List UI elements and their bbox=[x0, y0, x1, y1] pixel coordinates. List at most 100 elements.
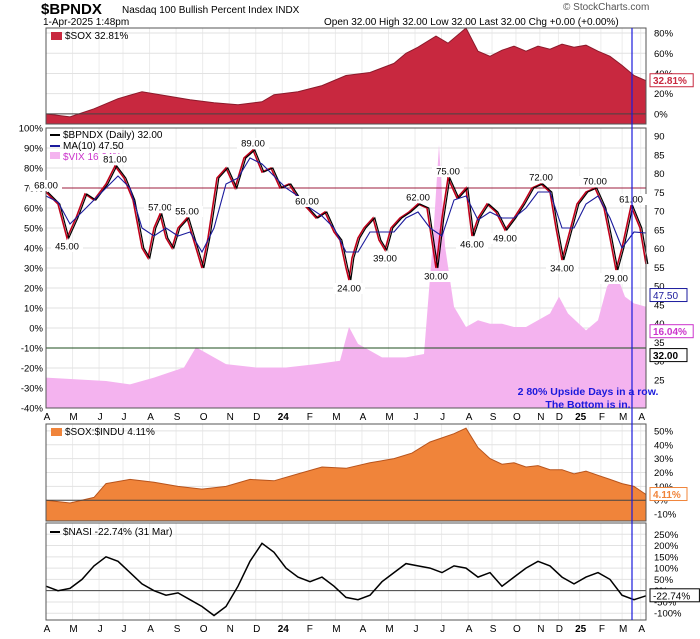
annotation-2: 81.00 bbox=[103, 155, 127, 166]
note-line-2: The Bottom is in. bbox=[545, 399, 630, 411]
nasi-tick-4: 50% bbox=[654, 575, 674, 586]
annotation-bg-3 bbox=[144, 202, 176, 213]
annotation-6: 60.00 bbox=[295, 197, 319, 208]
annotation-bg-17 bbox=[600, 273, 632, 284]
brand-watermark: © StockCharts.com bbox=[563, 2, 650, 13]
annotation-5: 89.00 bbox=[241, 139, 265, 150]
annotation-bg-15 bbox=[546, 263, 578, 274]
ratio-last-label: 4.11% bbox=[653, 490, 681, 501]
sox-legend: $SOX 32.81% bbox=[65, 31, 128, 42]
annotation-bg-10 bbox=[420, 271, 452, 282]
bpndx-last-label-box bbox=[649, 348, 688, 363]
sox-tick-4: 0% bbox=[654, 109, 668, 120]
bpndx-left-tick-6: 40% bbox=[24, 244, 44, 255]
annotation-bg-6 bbox=[291, 196, 323, 207]
xaxis-bottom-label-17: S bbox=[490, 624, 497, 635]
nasi-frame bbox=[45, 522, 647, 621]
xaxis-bottom-label-11: M bbox=[332, 624, 340, 635]
bpndx-left-tick-13: -30% bbox=[21, 384, 44, 395]
bpndx-legend: $BPNDX (Daily) 32.00 bbox=[63, 130, 163, 141]
annotation-bg-18 bbox=[615, 194, 647, 205]
chart-symbol: $BPNDX bbox=[41, 1, 102, 18]
annotation-bg-7 bbox=[333, 283, 365, 294]
ratio-tick-1: 40% bbox=[654, 440, 674, 451]
bpndx-right-tick-0: 90 bbox=[654, 132, 665, 143]
annotation-15: 34.00 bbox=[550, 264, 574, 275]
vix-area bbox=[46, 144, 646, 408]
xaxis-bottom-label-18: O bbox=[513, 624, 521, 635]
bpndx-right-tick-9: 45 bbox=[654, 300, 665, 311]
ma-line bbox=[45, 157, 647, 254]
bpndx-left-tick-2: 80% bbox=[24, 164, 44, 175]
xaxis-top-label-18: O bbox=[513, 412, 521, 423]
sox-tick-1: 60% bbox=[654, 49, 674, 60]
annotation-1: 45.00 bbox=[55, 242, 79, 253]
xaxis-top-label-20: D bbox=[556, 412, 563, 423]
xaxis-bottom-label-16: A bbox=[466, 624, 473, 635]
xaxis-top-label-6: O bbox=[200, 412, 208, 423]
xaxis-top-label-9: 24 bbox=[278, 412, 290, 423]
xaxis-bottom-label-0: A bbox=[44, 624, 51, 635]
bpndx-left-tick-9: 10% bbox=[24, 304, 44, 315]
annotation-8: 39.00 bbox=[373, 254, 397, 265]
ratio-frame bbox=[45, 423, 647, 522]
ratio-area bbox=[45, 427, 647, 522]
nasi-line bbox=[45, 542, 647, 617]
ratio-tick-0: 50% bbox=[654, 426, 674, 437]
nasi-last-label-box bbox=[649, 588, 700, 603]
annotation-11: 75.00 bbox=[436, 167, 460, 178]
nasi-legend: $NASI -22.74% (31 Mar) bbox=[63, 527, 173, 538]
xaxis-top-label-7: N bbox=[227, 412, 234, 423]
nasi-tick-7: -100% bbox=[654, 609, 682, 620]
ratio-tick-6: -10% bbox=[654, 510, 677, 521]
bpndx-left-tick-1: 90% bbox=[24, 144, 44, 155]
xaxis-bottom-label-5: S bbox=[174, 624, 181, 635]
bpndx-right-tick-3: 75 bbox=[654, 188, 665, 199]
nasi-tick-1: 200% bbox=[654, 541, 679, 552]
ratio-tick-2: 30% bbox=[654, 454, 674, 465]
xaxis-top-label-11: M bbox=[332, 412, 340, 423]
xaxis-bottom-label-14: J bbox=[414, 624, 419, 635]
vix-last-label-box bbox=[649, 324, 694, 339]
xaxis-bottom-label-21: 25 bbox=[575, 624, 587, 635]
bpndx-right-tick-8: 50 bbox=[654, 282, 665, 293]
xaxis-bottom-label-4: A bbox=[147, 624, 154, 635]
bpndx-right-tick-2: 80 bbox=[654, 169, 665, 180]
bpndx-last-label: 32.00 bbox=[653, 351, 678, 362]
nasi-last-label: -22.74% bbox=[653, 591, 690, 602]
xaxis-top-label-13: M bbox=[385, 412, 393, 423]
bpndx-line bbox=[47, 148, 649, 281]
xaxis-bottom-label-1: M bbox=[69, 624, 77, 635]
bpndx-left-tick-14: -40% bbox=[21, 404, 44, 415]
bpndx-right-tick-13: 25 bbox=[654, 376, 665, 387]
ohlc-readout: Open 32.00 High 32.00 Low 32.00 Last 32.… bbox=[324, 17, 619, 28]
ratio-legend-swatch bbox=[51, 428, 62, 436]
nasi-tick-3: 100% bbox=[654, 564, 679, 575]
xaxis-top-label-23: M bbox=[619, 412, 627, 423]
ratio-tick-5: 0% bbox=[654, 496, 668, 507]
annotation-13: 49.00 bbox=[493, 234, 517, 245]
ratio-last-label-box bbox=[649, 487, 688, 502]
xaxis-bottom-label-24: A bbox=[638, 624, 645, 635]
annotation-bg-13 bbox=[489, 233, 521, 244]
xaxis-bottom-label-2: J bbox=[98, 624, 103, 635]
annotation-bg-9 bbox=[402, 192, 434, 203]
xaxis-bottom-label-15: J bbox=[440, 624, 445, 635]
xaxis-bottom-label-13: M bbox=[385, 624, 393, 635]
vix-last-label: 16.04% bbox=[653, 327, 687, 338]
annotation-12: 46.00 bbox=[460, 240, 484, 251]
annotation-3: 57.00 bbox=[148, 203, 172, 214]
bpndx-left-tick-10: 0% bbox=[29, 324, 43, 335]
xaxis-top-label-5: S bbox=[174, 412, 181, 423]
annotation-9: 62.00 bbox=[406, 193, 430, 204]
bpndx-right-tick-12: 30 bbox=[654, 357, 665, 368]
xaxis-top-label-12: A bbox=[360, 412, 367, 423]
xaxis-top-label-8: D bbox=[253, 412, 260, 423]
xaxis-bottom-label-12: A bbox=[360, 624, 367, 635]
vix-legend: $VIX 16.04% bbox=[63, 152, 121, 163]
sox-frame bbox=[45, 27, 647, 125]
xaxis-bottom-label-20: D bbox=[556, 624, 563, 635]
annotation-7: 24.00 bbox=[337, 284, 361, 295]
sox-tick-0: 80% bbox=[654, 29, 674, 40]
nasi-tick-0: 250% bbox=[654, 530, 679, 541]
